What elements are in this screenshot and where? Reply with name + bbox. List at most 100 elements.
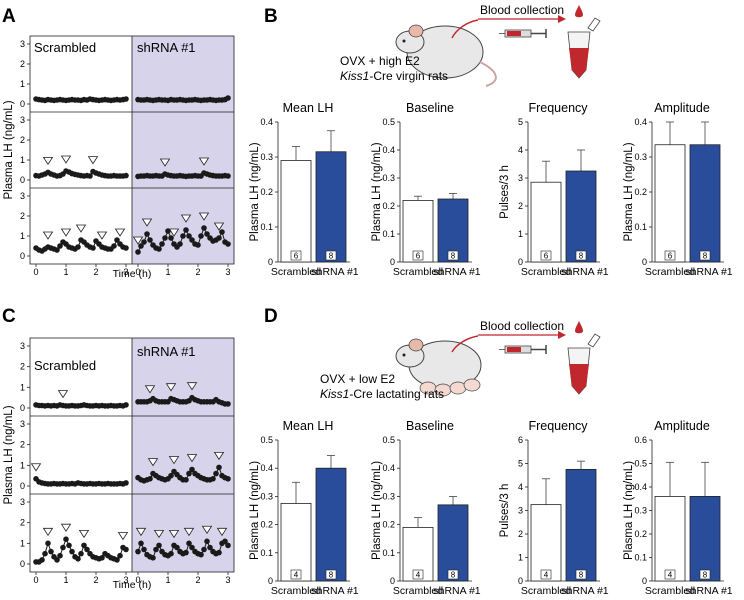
y-tick-label: 0.3 (260, 152, 273, 162)
pulse-marker-icon (213, 452, 225, 461)
sample-size-label: 4 (294, 571, 299, 580)
y-tick-label: 4 (518, 145, 523, 155)
lh-point-shrna (225, 401, 231, 407)
lh-point-shrna (135, 548, 141, 555)
y-tick-label: 2 (20, 59, 25, 69)
y-tick-label: 2 (20, 211, 25, 221)
lh-point-shrna (147, 237, 153, 243)
pulse-marker-icon (141, 218, 153, 227)
y-tick-label: 0 (268, 576, 273, 586)
panel-b-rat-tail (479, 61, 497, 87)
lh-point-shrna (186, 540, 192, 547)
panel-a-shrna-label: shRNA #1 (137, 40, 196, 55)
lh-point-shrna (225, 476, 231, 482)
panel-d-bar-charts: Mean LH Plasma LH (ng/mL) 0 0.1 0.2 0.3 0.4 0.5… (249, 419, 733, 597)
bar-chart-frequency: Frequency Pulses/3 h 0 1 2 3 4 5 6 4 8 ScrambledshR… (499, 419, 609, 597)
y-tick-label: 3 (20, 341, 25, 351)
sample-size-box (699, 250, 711, 261)
lh-point-shrna (183, 477, 189, 483)
y-tick-label: 3 (518, 506, 523, 516)
y-tick-label: 0.2 (382, 201, 395, 211)
y-tick-label: 0.1 (382, 548, 395, 558)
bar-chart-title: Baseline (406, 419, 454, 433)
lh-point-shrna (195, 242, 201, 248)
lh-point-shrna (156, 246, 162, 252)
panel-d-pups-illustration (419, 378, 481, 397)
panel-d-syringe (499, 345, 547, 354)
sample-size-label: 8 (329, 252, 334, 261)
sample-size-box (664, 250, 676, 261)
lh-point-shrna (162, 235, 168, 241)
sample-size-label: 4 (544, 571, 549, 580)
y-tick-label: 0.1 (260, 222, 273, 232)
bar-chart-amplitude: Amplitude Plasma LH (ng/mL) 0 0.1 0.2 0.3 0.4 0… (623, 419, 733, 597)
lh-point-scrambled (54, 247, 60, 253)
y-tick-label: 0.2 (634, 187, 647, 197)
category-label: shRNA #1 (685, 266, 732, 278)
pulse-marker-icon (117, 532, 129, 541)
panel-d-strain-suffix: -Cre lactating rats (349, 387, 444, 401)
bar-shrna (437, 504, 469, 582)
y-tick-label: 1 (20, 155, 25, 165)
lh-point-scrambled (123, 172, 129, 179)
sample-size-box (699, 569, 711, 580)
y-tick-label: 1 (20, 538, 25, 548)
panel-letter-c: C (2, 306, 16, 327)
panel-d-rat-ear (408, 338, 424, 352)
bar-scrambled (280, 160, 312, 263)
sample-size-label: 8 (451, 252, 456, 261)
panel-a-scrambled-label: Scrambled (34, 40, 96, 55)
lh-point-scrambled (60, 544, 66, 551)
category-label: Scrambled (271, 585, 321, 597)
category-label: Scrambled (645, 266, 695, 278)
sample-size-label: 8 (451, 571, 456, 580)
lh-point-shrna (186, 233, 192, 239)
y-tick-label: 3 (20, 115, 25, 125)
y-tick-label: 6 (518, 435, 523, 445)
pulse-marker-icon (180, 214, 192, 223)
bar-chart-frequency: Frequency Pulses/3 h 0 1 2 3 4 5 6 8 ScrambledshRN… (499, 101, 609, 278)
y-tick-label: 0 (518, 576, 523, 586)
y-tick-label: 0 (518, 257, 523, 267)
y-tick-label: 0.2 (382, 520, 395, 530)
lh-point-scrambled (123, 96, 129, 102)
pulse-marker-icon (60, 523, 72, 532)
panel-b-strain: Kiss1-Cre virgin rats (340, 69, 448, 83)
y-tick-label: 2 (20, 362, 25, 372)
lh-point-scrambled (123, 402, 129, 408)
sample-size-box (290, 250, 302, 261)
pulse-marker-icon (75, 224, 87, 233)
lh-point-shrna (168, 235, 174, 241)
bar-shrna (315, 467, 347, 582)
y-tick-label: 5 (518, 459, 523, 469)
pulse-marker-icon (147, 458, 159, 467)
lh-point-shrna (189, 237, 195, 243)
panel-d-illustration: Blood collection (320, 319, 601, 401)
sample-size-box (540, 250, 552, 261)
category-label: shRNA #1 (311, 585, 358, 597)
panel-letter-a: A (2, 6, 16, 27)
pulse-marker-icon (159, 158, 171, 167)
lh-point-scrambled (45, 540, 51, 547)
lh-point-scrambled (63, 536, 69, 542)
lh-point-scrambled (123, 480, 129, 486)
lh-point-shrna (198, 233, 204, 239)
y-tick-label: 0.6 (634, 435, 647, 445)
bar-chart-y-axis-label: Plasma LH (ng/mL) (623, 461, 635, 560)
panel-c-x-axis-label: Time (h) (113, 579, 152, 591)
bar-chart-title: Frequency (528, 419, 588, 433)
bar-chart-baseline: Baseline Plasma LH (ng/mL) 0 0.1 0.2 0.3 0.4 0.… (371, 101, 481, 278)
y-tick-label: 0.3 (634, 152, 647, 162)
panel-d-tube-cap (587, 333, 601, 348)
pulse-marker-icon (168, 228, 180, 237)
lh-point-shrna (201, 225, 207, 231)
y-tick-label: 0 (20, 175, 25, 185)
pulse-marker-icon (42, 231, 54, 240)
lh-point-shrna (141, 239, 147, 245)
pulse-marker-icon (42, 527, 54, 537)
category-label: shRNA #1 (685, 585, 732, 597)
sample-size-box (325, 569, 337, 580)
y-tick-label: 0.5 (382, 117, 395, 127)
category-label: Scrambled (393, 585, 443, 597)
